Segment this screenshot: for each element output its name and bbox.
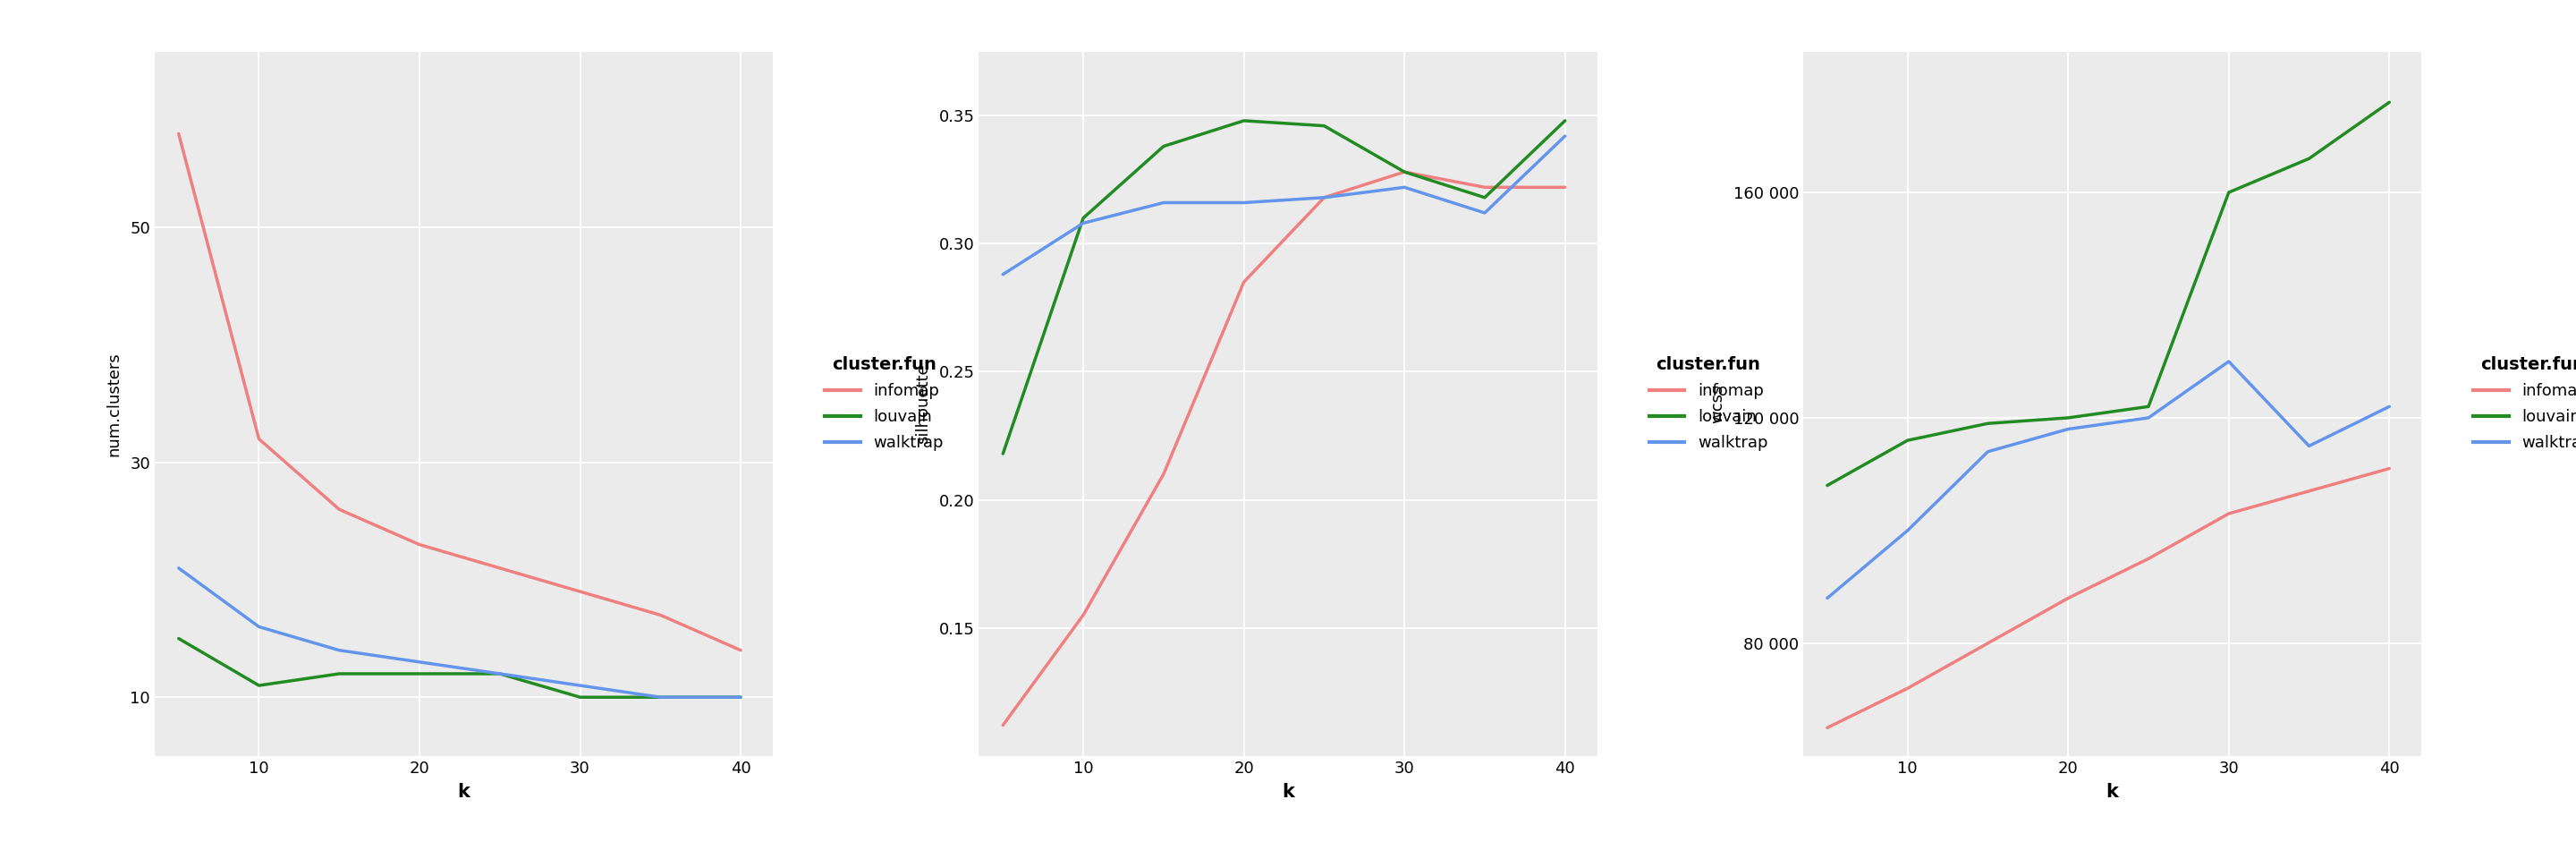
Y-axis label: num.clusters: num.clusters [106,351,124,456]
Legend: infomap, louvain, walktrap: infomap, louvain, walktrap [1636,344,1780,464]
X-axis label: k: k [1283,783,1293,801]
Legend: infomap, louvain, walktrap: infomap, louvain, walktrap [2460,344,2576,464]
X-axis label: k: k [2107,783,2117,801]
X-axis label: k: k [459,783,469,801]
Y-axis label: silhouette: silhouette [914,363,933,444]
Y-axis label: wcss: wcss [1710,384,1726,423]
Legend: infomap, louvain, walktrap: infomap, louvain, walktrap [811,344,956,464]
